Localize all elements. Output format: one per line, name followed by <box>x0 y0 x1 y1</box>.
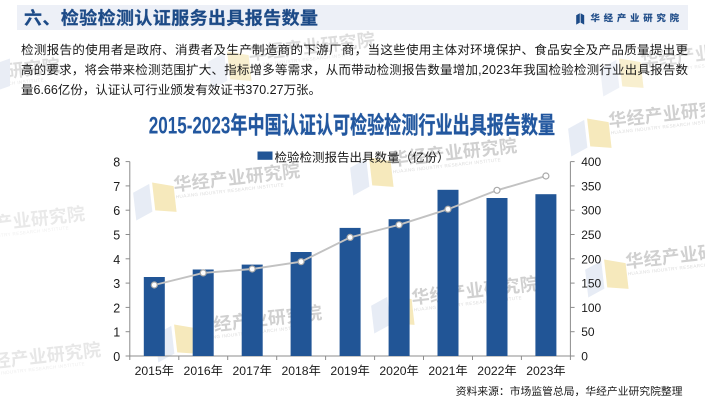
svg-text:50: 50 <box>581 325 595 339</box>
svg-text:1: 1 <box>113 326 120 340</box>
svg-text:0: 0 <box>581 350 588 364</box>
svg-text:8: 8 <box>113 156 120 170</box>
svg-text:6: 6 <box>113 204 120 218</box>
svg-text:150: 150 <box>581 277 601 291</box>
svg-text:2017: 2017 <box>233 364 260 378</box>
svg-text:2022: 2022 <box>477 364 504 378</box>
svg-text:250: 250 <box>581 228 601 242</box>
svg-text:2019: 2019 <box>330 364 357 378</box>
svg-text:,2023: ,2023 <box>478 63 510 77</box>
svg-text:2021: 2021 <box>428 364 455 378</box>
svg-text:300: 300 <box>581 204 601 218</box>
svg-text:2015: 2015 <box>135 364 162 378</box>
svg-text:7: 7 <box>113 180 120 194</box>
svg-text:100: 100 <box>581 301 601 315</box>
svg-text:2020: 2020 <box>379 364 406 378</box>
svg-text:5: 5 <box>113 229 120 243</box>
svg-text:4: 4 <box>113 253 120 267</box>
svg-text:2015-2023: 2015-2023 <box>149 113 231 139</box>
svg-text:3: 3 <box>113 277 120 291</box>
svg-text:400: 400 <box>581 155 601 169</box>
svg-text:2016: 2016 <box>184 364 211 378</box>
svg-text:2018: 2018 <box>281 364 308 378</box>
svg-text:6.66: 6.66 <box>34 83 58 97</box>
svg-text:2023: 2023 <box>526 364 553 378</box>
svg-text:0: 0 <box>113 350 120 364</box>
svg-text:350: 350 <box>581 179 601 193</box>
svg-text:370.27: 370.27 <box>245 83 283 97</box>
svg-text:2: 2 <box>113 301 120 315</box>
svg-text:200: 200 <box>581 252 601 266</box>
